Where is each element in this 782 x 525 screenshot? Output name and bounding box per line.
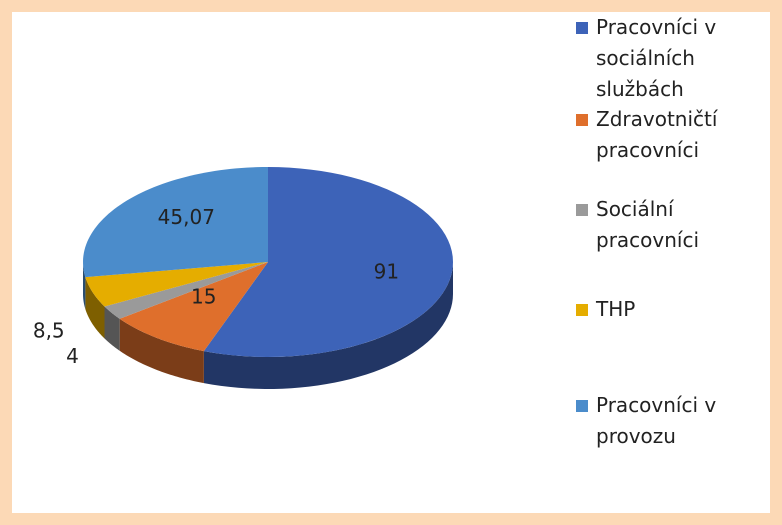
- legend-label: Sociální pracovníci: [596, 197, 700, 252]
- legend-swatch: [576, 304, 588, 316]
- legend-label: Zdravotničtí pracovníci: [596, 107, 718, 162]
- legend-item: Pracovníci v sociálních službách: [572, 12, 762, 105]
- slice-side: [119, 318, 204, 384]
- legend-swatch: [576, 400, 588, 412]
- slice-side: [85, 277, 105, 339]
- legend-swatch: [576, 204, 588, 216]
- legend-label: Pracovníci v sociálních službách: [596, 15, 717, 101]
- slice-side: [104, 306, 120, 351]
- legend-item: THP: [572, 294, 762, 325]
- data-label: 4: [66, 344, 79, 368]
- data-label: 91: [374, 259, 399, 283]
- data-label: 15: [191, 285, 216, 309]
- legend-item: Pracovníci v provozu: [572, 390, 762, 452]
- slice: [83, 167, 268, 278]
- slice: [104, 262, 268, 319]
- slice: [85, 262, 268, 307]
- slice: [119, 262, 268, 352]
- legend-item: Zdravotničtí pracovníci: [572, 104, 762, 166]
- slice-side: [83, 262, 86, 310]
- slice: [203, 167, 453, 357]
- legend-item: Sociální pracovníci: [572, 194, 762, 256]
- legend-swatch: [576, 22, 588, 34]
- slice-side: [203, 262, 453, 389]
- data-label: 45,07: [158, 205, 215, 229]
- data-label: 8,5: [33, 318, 65, 342]
- legend-swatch: [576, 114, 588, 126]
- legend-label: Pracovníci v provozu: [596, 393, 717, 448]
- legend-label: THP: [596, 297, 636, 321]
